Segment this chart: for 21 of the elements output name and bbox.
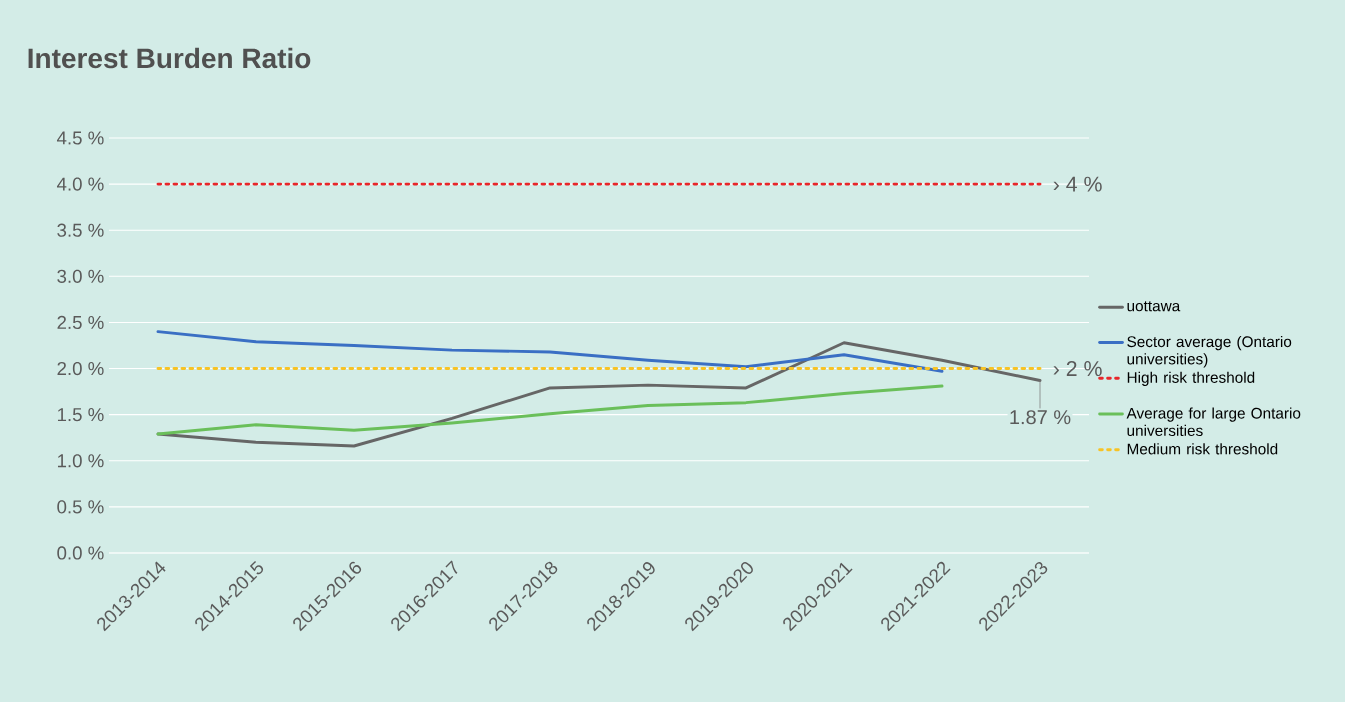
annotation: 1.87 %	[1010, 410, 1071, 425]
legend-label: Sector average (Ontario universities)	[1127, 335, 1292, 368]
y-tick-label: 0.5 %	[57, 500, 104, 514]
y-tick-label: 0.0 %	[57, 546, 104, 560]
annotation: › 2 %	[1053, 361, 1102, 377]
line-series	[156, 330, 944, 373]
y-tick-label: 4.0 %	[56, 177, 104, 191]
y-tick-label: 3.5 %	[57, 223, 104, 237]
y-tick-label: 1.0 %	[57, 454, 104, 468]
y-tick-label: 4.5 %	[56, 131, 104, 145]
y-tick-label: 2.0 %	[57, 361, 104, 376]
legend-label: High risk threshold	[1127, 371, 1255, 386]
annotation: › 4 %	[1053, 176, 1102, 192]
legend-label: uottawa	[1127, 301, 1181, 312]
y-tick-label: 2.5 %	[57, 315, 104, 330]
y-tick-label: 3.0 %	[57, 269, 104, 283]
legend-label: Medium risk threshold	[1127, 443, 1278, 455]
chart-title: Interest Burden Ratio	[28, 47, 311, 69]
legend-label: Average for large Ontario universities	[1126, 407, 1301, 437]
y-tick-label: 1.5 %	[57, 408, 104, 422]
line-series	[156, 384, 944, 436]
